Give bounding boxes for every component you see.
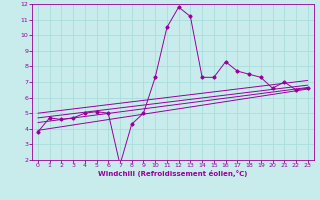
X-axis label: Windchill (Refroidissement éolien,°C): Windchill (Refroidissement éolien,°C) [98, 170, 247, 177]
